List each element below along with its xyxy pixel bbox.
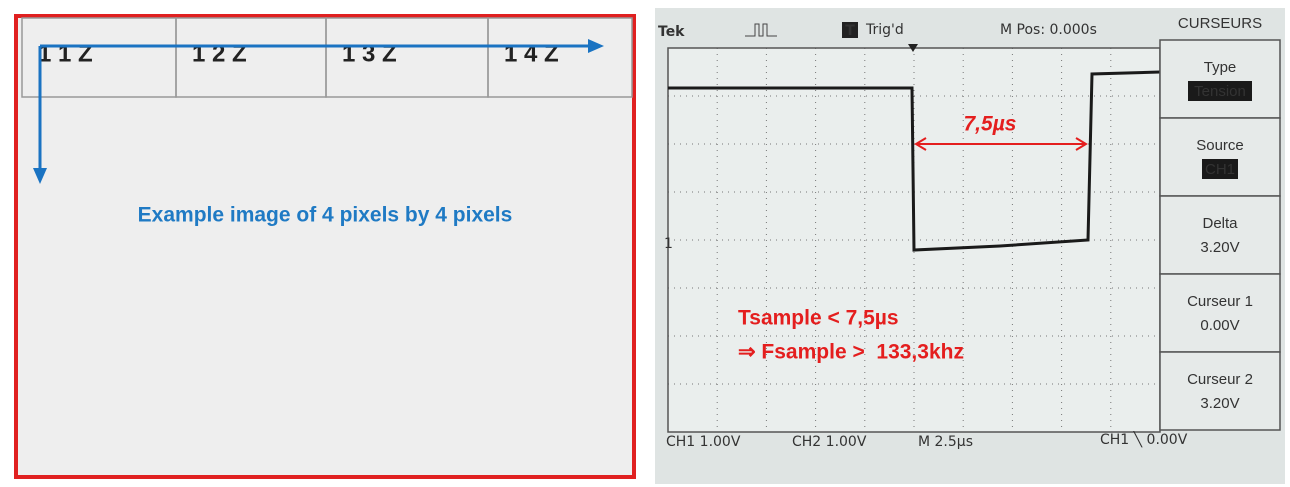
cell-label: 1 4 Z: [504, 40, 559, 67]
menu-value: 0.00V: [1200, 317, 1239, 334]
trigger-icon: T: [845, 23, 855, 39]
footer-label: CH2 1.00V: [792, 434, 867, 450]
menu-box: [1160, 352, 1280, 430]
page: 1 1 Z 1 2 Z 1 3 Z 1 4 Z Example image of…: [0, 0, 1290, 487]
trigger-status: Trig'd: [865, 22, 904, 38]
menu-value: CH1: [1205, 161, 1235, 178]
menu-title: CURSEURS: [1178, 15, 1262, 32]
menu-box: [1160, 118, 1280, 196]
menu-box: [1160, 274, 1280, 352]
cell-label: 1 1 Z: [38, 40, 93, 67]
menu-label: Source: [1196, 137, 1244, 154]
footer-label: CH1 ╲ 0.00V: [1100, 431, 1188, 448]
annotation-line: Tsample < 7,5µs: [738, 307, 899, 330]
menu-value: 3.20V: [1200, 239, 1239, 256]
menu-label: Type: [1204, 59, 1237, 76]
menu-box: [1160, 40, 1280, 118]
brand: Tek: [658, 24, 685, 40]
caption: Example image of 4 pixels by 4 pixels: [138, 204, 513, 227]
footer-label: M 2.5µs: [918, 434, 973, 450]
interval-label: 7,5µs: [964, 113, 1017, 136]
menu-label: Curseur 1: [1187, 293, 1253, 310]
menu-label: Curseur 2: [1187, 371, 1253, 388]
menu-value: Tension: [1194, 83, 1246, 100]
side-menu: CURSEURS Type Tension Source CH1 Delta 3.20V C…: [1160, 15, 1280, 430]
cell-label: 1 3 Z: [342, 40, 397, 67]
footer-label: CH1 1.00V: [666, 434, 741, 450]
position: M Pos: 0.000s: [1000, 22, 1097, 38]
menu-label: Delta: [1202, 215, 1238, 232]
menu-value: 3.20V: [1200, 395, 1239, 412]
annotation-line: ⇒ Fsample > 133,3khz: [738, 341, 964, 364]
channel-marker: 1: [664, 236, 673, 252]
image-frame: [16, 16, 634, 477]
menu-box: [1160, 196, 1280, 274]
cell-label: 1 2 Z: [192, 40, 247, 67]
